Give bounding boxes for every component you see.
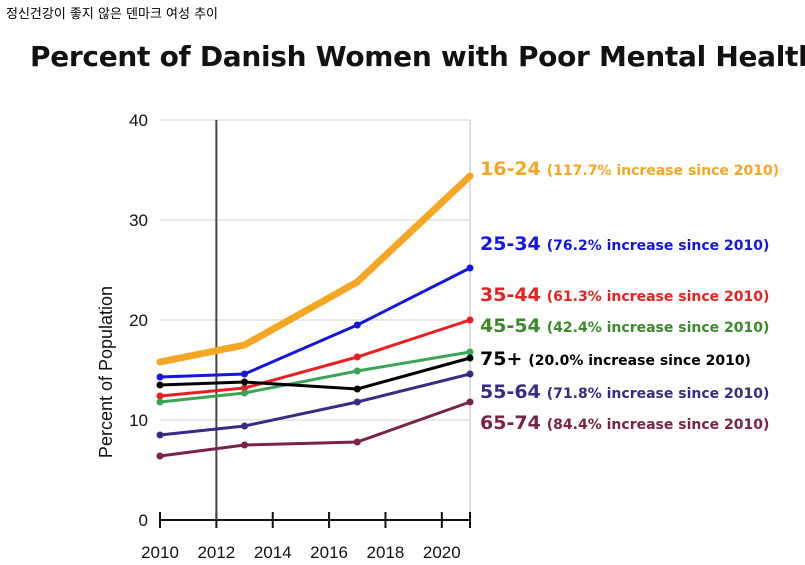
data-point-75+-2013 [241, 378, 249, 386]
data-point-65-74-2013 [241, 441, 249, 449]
series-label-55-64: 55-64 (71.8% increase since 2010) [480, 381, 769, 403]
series-label-age: 55-64 [480, 381, 541, 403]
series-line-35-44 [158, 318, 472, 398]
series-label-16-24: 16-24 (117.7% increase since 2010) [480, 158, 779, 180]
data-point-55-64-2013 [241, 422, 249, 430]
x-tick-label-2020: 2020 [423, 543, 461, 562]
data-point-55-64-2021 [466, 370, 474, 378]
series-label-age: 25-34 [480, 233, 541, 255]
data-point-45-54-2021 [466, 348, 474, 356]
data-point-35-44-2010 [156, 392, 164, 400]
data-point-75+-2010 [156, 381, 164, 389]
y-tick-label-0: 0 [139, 511, 148, 530]
data-point-45-54-2010 [156, 398, 164, 406]
data-point-45-54-2017 [353, 367, 361, 375]
series-label-note: (117.7% increase since 2010) [547, 163, 779, 179]
series-label-35-44: 35-44 (61.3% increase since 2010) [480, 284, 769, 306]
series-label-age: 16-24 [480, 158, 541, 180]
data-point-25-34-2021 [466, 264, 474, 272]
series-label-65-74: 65-74 (84.4% increase since 2010) [480, 412, 769, 434]
series-lines [156, 172, 474, 460]
y-tick-label-20: 20 [129, 311, 148, 330]
series-line-16-24 [156, 172, 474, 366]
data-point-35-44-2017 [353, 353, 361, 361]
caption: 정신건강이 좋지 않은 덴마크 여성 추이 [6, 7, 219, 22]
series-label-note: (76.2% increase since 2010) [547, 238, 770, 254]
series-line-65-74 [158, 400, 472, 458]
series-label-75+: 75+ (20.0% increase since 2010) [480, 348, 751, 370]
data-point-75+-2021 [466, 354, 474, 362]
x-tick-label-2012: 2012 [197, 543, 235, 562]
x-tick-label-2014: 2014 [254, 543, 292, 562]
data-point-75+-2017 [353, 385, 361, 393]
x-tick-label-2016: 2016 [310, 543, 348, 562]
data-point-25-34-2017 [353, 321, 361, 329]
data-point-65-74-2017 [353, 438, 361, 446]
series-line-55-64 [158, 372, 472, 437]
y-axis-title: Percent of Population [96, 286, 116, 458]
series-label-note: (20.0% increase since 2010) [528, 353, 751, 369]
series-label-note: (71.8% increase since 2010) [547, 386, 770, 402]
series-line-75+ [158, 356, 472, 391]
series-label-note: (61.3% increase since 2010) [547, 289, 770, 305]
x-tick-label-2018: 2018 [367, 543, 405, 562]
series-label-25-34: 25-34 (76.2% increase since 2010) [480, 233, 769, 255]
series-label-45-54: 45-54 (42.4% increase since 2010) [480, 315, 769, 337]
series-line-45-54 [158, 350, 472, 404]
y-tick-label-30: 30 [129, 211, 148, 230]
x-tick-label-2010: 2010 [141, 543, 179, 562]
y-tick-label-40: 40 [129, 111, 148, 130]
data-point-65-74-2010 [156, 452, 164, 460]
axes: 0 10 20 30 40 2010 2012 2014 2016 2018 2020 Percent… [96, 111, 471, 562]
gridlines [160, 119, 471, 520]
series-label-age: 45-54 [480, 315, 541, 337]
data-point-25-34-2013 [241, 370, 249, 378]
series-label-note: (42.4% increase since 2010) [547, 320, 770, 336]
data-point-25-34-2010 [156, 373, 164, 381]
data-point-35-44-2021 [466, 316, 474, 324]
data-point-55-64-2017 [353, 398, 361, 406]
data-point-65-74-2021 [466, 398, 474, 406]
series-label-age: 35-44 [480, 284, 541, 306]
data-point-55-64-2010 [156, 431, 164, 439]
series-line-25-34 [158, 266, 472, 379]
series-label-note: (84.4% increase since 2010) [547, 417, 770, 433]
series-label-age: 75+ [480, 348, 522, 370]
series-labels: 16-24 (117.7% increase since 2010) 25-34 (7… [480, 158, 779, 434]
data-point-45-54-2013 [241, 389, 249, 397]
series-label-age: 65-74 [480, 412, 541, 434]
chart-title: Percent of Danish Women with Poor Mental… [30, 40, 805, 73]
y-tick-label-10: 10 [129, 411, 148, 430]
data-point-35-44-2013 [241, 384, 249, 392]
